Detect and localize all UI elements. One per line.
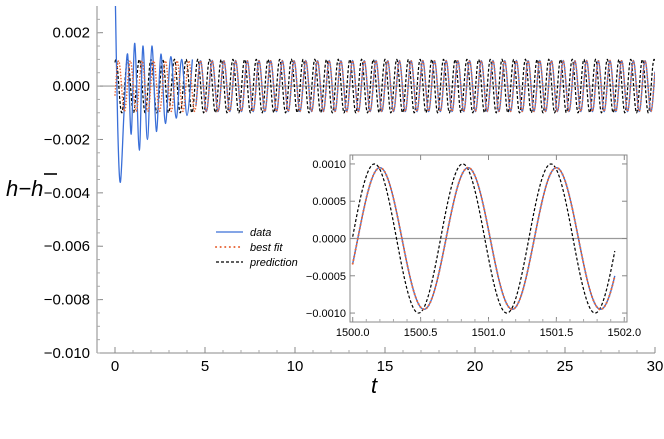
x-tick-label: 10 [287, 358, 304, 375]
inset-tick-labels: 1500.0 1500.5 1501.0 1501.5 1502.0 0.0010 0.00… [306, 159, 641, 339]
x-tick-label: 30 [647, 358, 664, 375]
main-tick-labels: 0 5 10 15 20 25 30 0.002 0.000 −0.002 −0.004 −0.006… [44, 25, 664, 375]
inset-x-tick-label: 1500.5 [404, 327, 438, 339]
series-prediction-line [114, 58, 655, 114]
inset-series-prediction-line [352, 163, 616, 314]
x-tick-label: 5 [201, 358, 209, 375]
y-tick-label: 0.002 [52, 25, 90, 42]
inset-x-tick-label: 1501.5 [540, 327, 574, 339]
y-tick-label: 0.000 [52, 78, 90, 95]
x-tick-label: 0 [111, 358, 119, 375]
legend-label-data: data [250, 227, 271, 239]
y-axis-title-hbar: h [31, 176, 43, 201]
y-tick-label: −0.002 [44, 131, 90, 148]
inset-y-tick-label: −0.0010 [306, 308, 346, 320]
y-tick-label: −0.008 [44, 292, 90, 309]
legend-item-best-fit: best fit [215, 242, 283, 254]
x-axis-title: t [371, 373, 378, 398]
inset-x-tick-label: 1502.0 [607, 327, 641, 339]
legend-label-prediction: prediction [249, 257, 298, 269]
inset-series-data-line [352, 166, 616, 311]
series-best-fit-line [114, 59, 655, 113]
series-data-transient [114, 6, 194, 183]
inset-y-tick-label: 0.0010 [312, 159, 346, 171]
inset-x-tick-label: 1500.0 [336, 327, 370, 339]
x-tick-label: 20 [467, 358, 484, 375]
inset-y-tick-label: −0.0005 [306, 271, 346, 283]
inset-x-tick-label: 1501.0 [472, 327, 506, 339]
legend: data best fit prediction [215, 227, 298, 269]
legend-item-data: data [216, 227, 271, 239]
inset-y-tick-label: 0.0005 [312, 196, 346, 208]
inset-series-group [351, 163, 616, 314]
y-tick-label: −0.010 [44, 345, 90, 362]
legend-label-best-fit: best fit [250, 242, 283, 254]
x-tick-label: 25 [557, 358, 574, 375]
svg-text:h−h: h−h [6, 176, 43, 201]
x-tick-label: 15 [377, 358, 394, 375]
main-series-group [114, 6, 655, 183]
y-axis-title: h−h [6, 173, 57, 201]
y-tick-label: −0.004 [44, 185, 90, 202]
y-axis-title-minus: − [18, 176, 31, 201]
legend-item-prediction: prediction [216, 257, 298, 269]
inset-chart: 1500.0 1500.5 1501.0 1501.5 1502.0 0.0010 0.00… [306, 151, 656, 339]
y-tick-label: −0.006 [44, 238, 90, 255]
inset-y-tick-label: 0.0000 [312, 234, 346, 246]
y-axis-title-h: h [6, 176, 18, 201]
